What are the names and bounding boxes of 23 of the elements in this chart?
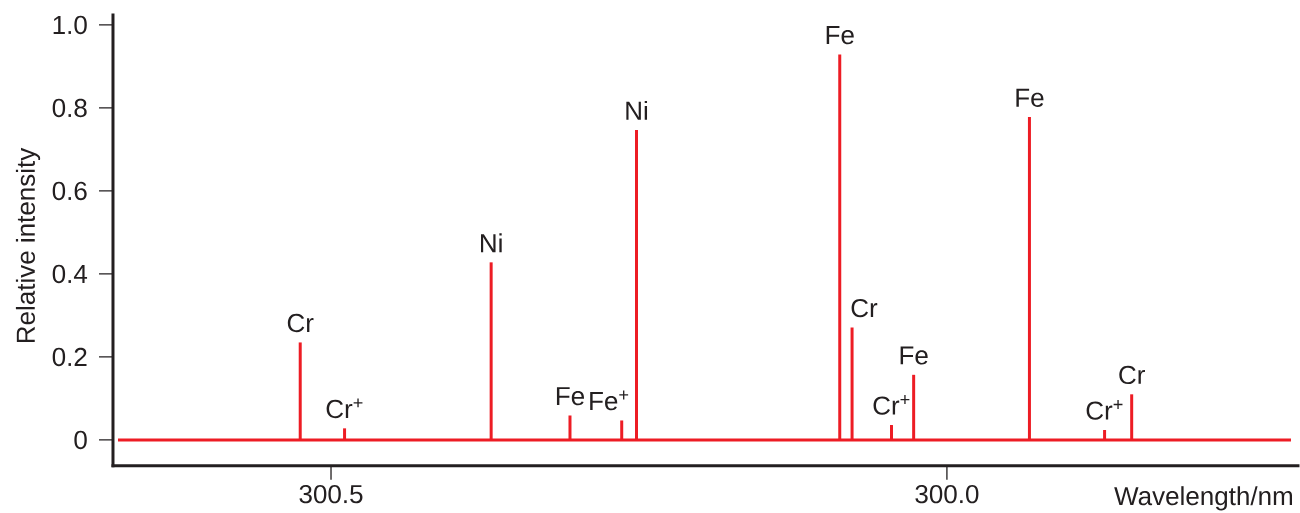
y-tick-label: 0: [74, 430, 87, 450]
annotation: Fe: [556, 387, 585, 406]
annotation: Fe: [900, 346, 928, 365]
y-tick-label: 0.2: [52, 347, 87, 367]
annotation: Ni: [626, 100, 648, 120]
y-tick-label: 0.8: [52, 98, 87, 118]
annotation: Fe: [826, 26, 854, 45]
annotation: Cr$^{+}$: [1086, 400, 1123, 420]
annotation: Fe: [1016, 88, 1044, 107]
x-tick-label: 300.5: [299, 484, 363, 504]
annotation: Cr: [1119, 365, 1145, 385]
y-tick-label: 0.4: [52, 264, 88, 284]
annotation: Cr$^{+}$: [873, 395, 910, 415]
annotation: Ni: [481, 233, 502, 253]
annotation: Cr$^{+}$: [326, 398, 363, 419]
x-axis-title: Wavelength/nm: [1114, 486, 1292, 511]
y-tick-label: 1.0: [53, 15, 87, 35]
x-tick-label: 300.0: [915, 484, 979, 504]
annotation: Fe$^{+}$: [590, 390, 629, 411]
y-tick-label: 0.6: [52, 181, 87, 201]
annotation: Cr: [851, 298, 878, 318]
y-axis-title: Relative intensity: [15, 147, 41, 343]
annotation: Cr: [287, 313, 314, 333]
